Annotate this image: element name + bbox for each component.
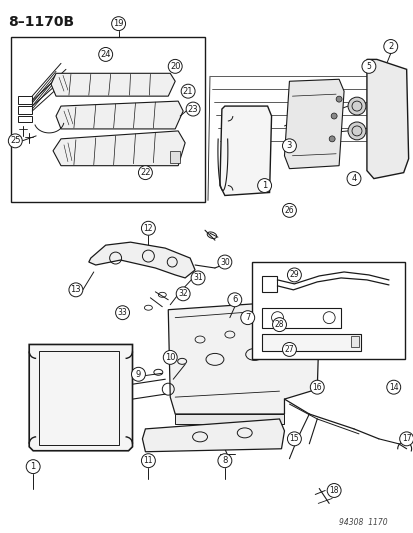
Text: 11: 11 [143, 456, 153, 465]
Circle shape [112, 17, 125, 30]
Circle shape [141, 454, 155, 467]
Circle shape [8, 134, 22, 148]
Text: 17: 17 [401, 434, 411, 443]
Polygon shape [142, 419, 284, 452]
Polygon shape [219, 106, 271, 196]
Bar [18, 116, 32, 122]
Text: 26: 26 [284, 206, 294, 215]
Circle shape [168, 59, 182, 74]
Circle shape [176, 287, 190, 301]
Circle shape [26, 459, 40, 474]
Text: 5: 5 [366, 62, 370, 71]
Circle shape [287, 268, 301, 282]
Text: 1: 1 [261, 181, 266, 190]
Text: 18: 18 [329, 486, 338, 495]
Text: 21: 21 [183, 87, 193, 96]
Text: 27: 27 [284, 345, 294, 354]
Text: 20: 20 [170, 62, 180, 71]
Text: 9: 9 [135, 370, 141, 379]
Polygon shape [29, 344, 132, 451]
Bar [261, 334, 360, 351]
Text: 23: 23 [188, 104, 198, 114]
Bar [251, 262, 404, 359]
Polygon shape [51, 74, 175, 96]
Circle shape [141, 221, 155, 235]
Circle shape [399, 432, 413, 446]
Text: 19: 19 [113, 19, 123, 28]
Bar [18, 106, 32, 114]
Polygon shape [53, 131, 185, 166]
Circle shape [163, 350, 177, 365]
Polygon shape [56, 101, 183, 129]
Text: 14: 14 [388, 383, 398, 392]
Text: 29: 29 [289, 270, 299, 279]
Text: 4: 4 [351, 174, 356, 183]
Polygon shape [175, 414, 284, 424]
Text: 94308  1170: 94308 1170 [338, 518, 387, 527]
Text: 6: 6 [232, 295, 237, 304]
Bar [261, 308, 340, 328]
Text: 3: 3 [286, 141, 292, 150]
Circle shape [330, 113, 336, 119]
Text: 28: 28 [274, 320, 284, 329]
Circle shape [287, 432, 301, 446]
Circle shape [240, 311, 254, 325]
Bar [350, 336, 358, 348]
Circle shape [98, 47, 112, 61]
Circle shape [282, 204, 296, 217]
Circle shape [217, 255, 231, 269]
Circle shape [196, 274, 203, 281]
Text: 33: 33 [117, 308, 127, 317]
Text: 12: 12 [143, 224, 153, 233]
Text: 2: 2 [387, 42, 392, 51]
Circle shape [131, 367, 145, 381]
Circle shape [217, 454, 231, 467]
Text: 32: 32 [178, 289, 188, 298]
Circle shape [257, 179, 271, 192]
Text: 13: 13 [70, 285, 81, 294]
Polygon shape [284, 302, 318, 325]
Circle shape [383, 39, 397, 53]
Circle shape [386, 380, 400, 394]
Text: 7: 7 [244, 313, 250, 322]
Text: 24: 24 [100, 50, 111, 59]
Text: 10: 10 [165, 353, 175, 362]
Circle shape [347, 122, 365, 140]
Circle shape [272, 318, 286, 332]
Text: 15: 15 [289, 434, 299, 443]
Circle shape [227, 293, 241, 306]
Polygon shape [168, 302, 318, 414]
Polygon shape [284, 79, 343, 168]
Text: 25: 25 [10, 136, 21, 146]
Text: 22: 22 [140, 168, 150, 177]
Circle shape [361, 59, 375, 74]
Circle shape [282, 343, 296, 357]
Text: 8: 8 [222, 456, 227, 465]
Circle shape [181, 84, 195, 98]
Bar [18, 96, 32, 104]
Circle shape [191, 271, 204, 285]
Text: 31: 31 [193, 273, 202, 282]
Circle shape [347, 97, 365, 115]
Text: 8–1170B: 8–1170B [8, 15, 74, 29]
Text: 1: 1 [31, 462, 36, 471]
Bar [170, 151, 180, 163]
Circle shape [326, 483, 340, 497]
Text: 30: 30 [219, 257, 229, 266]
Circle shape [335, 96, 341, 102]
Circle shape [115, 306, 129, 320]
Circle shape [328, 136, 335, 142]
Text: 16: 16 [312, 383, 321, 392]
Circle shape [346, 172, 360, 185]
Polygon shape [366, 59, 408, 179]
Circle shape [310, 380, 323, 394]
Bar [39, 351, 118, 445]
Circle shape [282, 139, 296, 153]
Polygon shape [88, 242, 195, 278]
Circle shape [69, 283, 83, 297]
Circle shape [138, 166, 152, 180]
Bar [261, 276, 276, 292]
Circle shape [186, 102, 199, 116]
Bar [11, 37, 204, 203]
